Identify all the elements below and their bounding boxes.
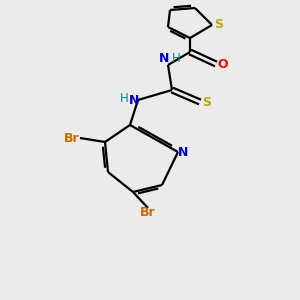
Text: Br: Br — [64, 131, 80, 145]
Text: N: N — [159, 52, 169, 64]
Text: O: O — [218, 58, 228, 70]
Text: N: N — [129, 94, 139, 106]
Text: N: N — [178, 146, 188, 158]
Text: H: H — [120, 92, 128, 104]
Text: Br: Br — [140, 206, 156, 218]
Text: S: S — [202, 95, 211, 109]
Text: S: S — [214, 19, 224, 32]
Text: H: H — [172, 52, 180, 64]
